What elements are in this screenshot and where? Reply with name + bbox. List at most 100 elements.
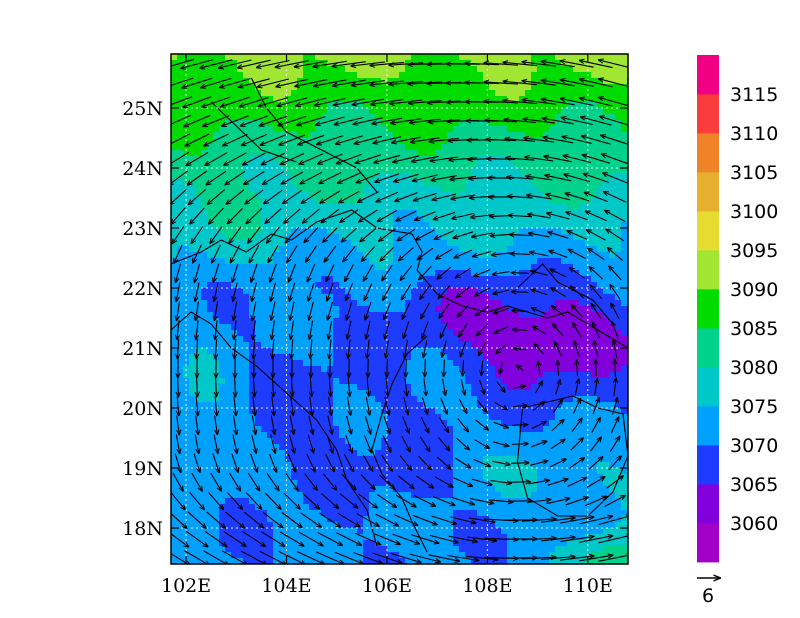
colorbar-swatch-0 xyxy=(697,523,719,563)
wind-arrow-404 xyxy=(557,360,558,376)
wind-arrow-425 xyxy=(496,381,505,392)
colorbar-swatch-4 xyxy=(697,367,719,407)
wind-arrow-316 xyxy=(252,301,257,321)
wind-arrow-516 xyxy=(399,455,412,471)
wind-arrow-561 xyxy=(339,493,358,508)
wind-arrow-485 xyxy=(270,434,276,454)
y-tick-label-5: 23N xyxy=(122,218,163,240)
wind-arrow-154 xyxy=(356,172,381,182)
wind-vectors xyxy=(171,59,628,564)
wind-arrow-35 xyxy=(370,80,404,85)
wind-arrow-346 xyxy=(366,320,371,339)
wind-arrow-276 xyxy=(400,265,413,281)
wind-arrow-172 xyxy=(245,189,264,204)
wind-arrow-431 xyxy=(614,378,616,396)
wind-arrow-140 xyxy=(544,156,573,163)
wind-arrow-310 xyxy=(590,285,603,300)
wind-arrow-489 xyxy=(345,435,352,453)
wind-arrow-291 xyxy=(233,282,238,302)
wind-arrow-103 xyxy=(298,134,325,144)
wind-arrow-351 xyxy=(459,322,468,337)
wind-arrow-306 xyxy=(512,292,529,293)
wind-arrow-303 xyxy=(456,286,471,298)
wind-arrow-475 xyxy=(531,422,546,429)
wind-arrow-423 xyxy=(460,378,465,395)
wind-arrow-36 xyxy=(389,80,423,85)
wind-arrow-299 xyxy=(383,283,392,300)
x-tick-label-4: 110E xyxy=(563,575,613,597)
wind-arrow-164 xyxy=(545,175,572,182)
wind-arrow-507 xyxy=(231,453,238,473)
wind-arrow-290 xyxy=(214,282,219,302)
wind-arrow-117 xyxy=(562,137,592,145)
wind-arrow-403 xyxy=(538,362,540,375)
wind-arrow-196 xyxy=(246,208,263,223)
wind-arrow-481 xyxy=(194,434,199,453)
wind-arrow-132 xyxy=(393,155,420,162)
wind-arrow-124 xyxy=(243,152,266,165)
wind-arrow-439 xyxy=(310,396,313,416)
x-tick-label-2: 106E xyxy=(362,575,412,597)
wind-arrow-396 xyxy=(406,358,407,377)
wind-arrow-281 xyxy=(492,270,510,274)
wind-arrow-57 xyxy=(333,98,365,105)
wind-arrow-371 xyxy=(386,339,389,358)
colorbar-label-11: 3115 xyxy=(730,84,778,106)
wind-arrow-131 xyxy=(374,154,401,162)
wind-arrow-474 xyxy=(512,425,528,426)
wind-arrow-340 xyxy=(253,320,256,339)
wind-arrow-1 xyxy=(181,59,214,69)
wind-arrow-300 xyxy=(401,283,412,300)
colorbar-label-6: 3090 xyxy=(730,279,778,301)
wind-arrow-236 xyxy=(548,232,569,239)
wind-arrow-24 xyxy=(171,77,194,86)
wind-arrow-242 xyxy=(212,244,221,263)
wind-arrow-271 xyxy=(307,263,316,282)
wind-arrow-338 xyxy=(215,320,217,339)
wind-arrow-597 xyxy=(560,517,593,524)
wind-arrow-430 xyxy=(595,379,598,396)
wind-arrow-361 xyxy=(196,339,197,358)
wind-arrow-596 xyxy=(541,518,575,523)
wind-arrow-560 xyxy=(321,493,338,509)
wind-arrow-458 xyxy=(214,415,218,434)
wind-arrow-146 xyxy=(206,170,227,185)
wind-arrow-233 xyxy=(490,234,512,236)
wind-arrow-568 xyxy=(470,498,493,504)
wind-arrow-528 xyxy=(172,472,183,491)
wind-arrow-442 xyxy=(365,396,369,415)
wind-arrow-198 xyxy=(284,208,301,223)
wind-arrow-301 xyxy=(420,284,431,300)
wind-arrow-640 xyxy=(466,555,498,559)
wind-arrow-628 xyxy=(240,550,267,564)
wind-arrow-478 xyxy=(591,417,601,433)
wind-arrow-579 xyxy=(225,511,245,528)
wind-arrow-101 xyxy=(260,134,287,146)
wind-arrow-3 xyxy=(219,59,252,68)
wind-arrow-477 xyxy=(571,418,582,433)
wind-arrow-619 xyxy=(521,538,556,540)
wind-arrow-5 xyxy=(256,59,290,68)
wind-arrow-433 xyxy=(196,396,198,415)
wind-arrow-488 xyxy=(326,434,333,453)
colorbar-label-10: 3110 xyxy=(730,123,778,145)
wind-arrow-424 xyxy=(478,379,485,394)
wind-arrow-120 xyxy=(171,151,190,165)
wind-arrow-383 xyxy=(613,340,618,358)
wind-arrow-610 xyxy=(354,532,381,545)
wind-arrow-347 xyxy=(385,320,390,339)
wind-arrow-381 xyxy=(574,341,581,358)
wind-arrow-221 xyxy=(267,226,280,243)
wind-arrow-262 xyxy=(588,248,605,261)
wind-arrow-4 xyxy=(237,59,271,68)
wind-arrow-529 xyxy=(191,472,202,491)
wind-arrow-608 xyxy=(317,532,343,546)
wind-arrow-358 xyxy=(592,322,601,339)
wind-arrow-261 xyxy=(568,249,586,260)
wind-arrow-447 xyxy=(458,398,467,414)
wind-arrow-109 xyxy=(410,137,440,142)
wind-arrow-230 xyxy=(434,230,454,239)
wind-arrow-194 xyxy=(209,207,224,224)
wind-arrow-479 xyxy=(610,417,618,434)
